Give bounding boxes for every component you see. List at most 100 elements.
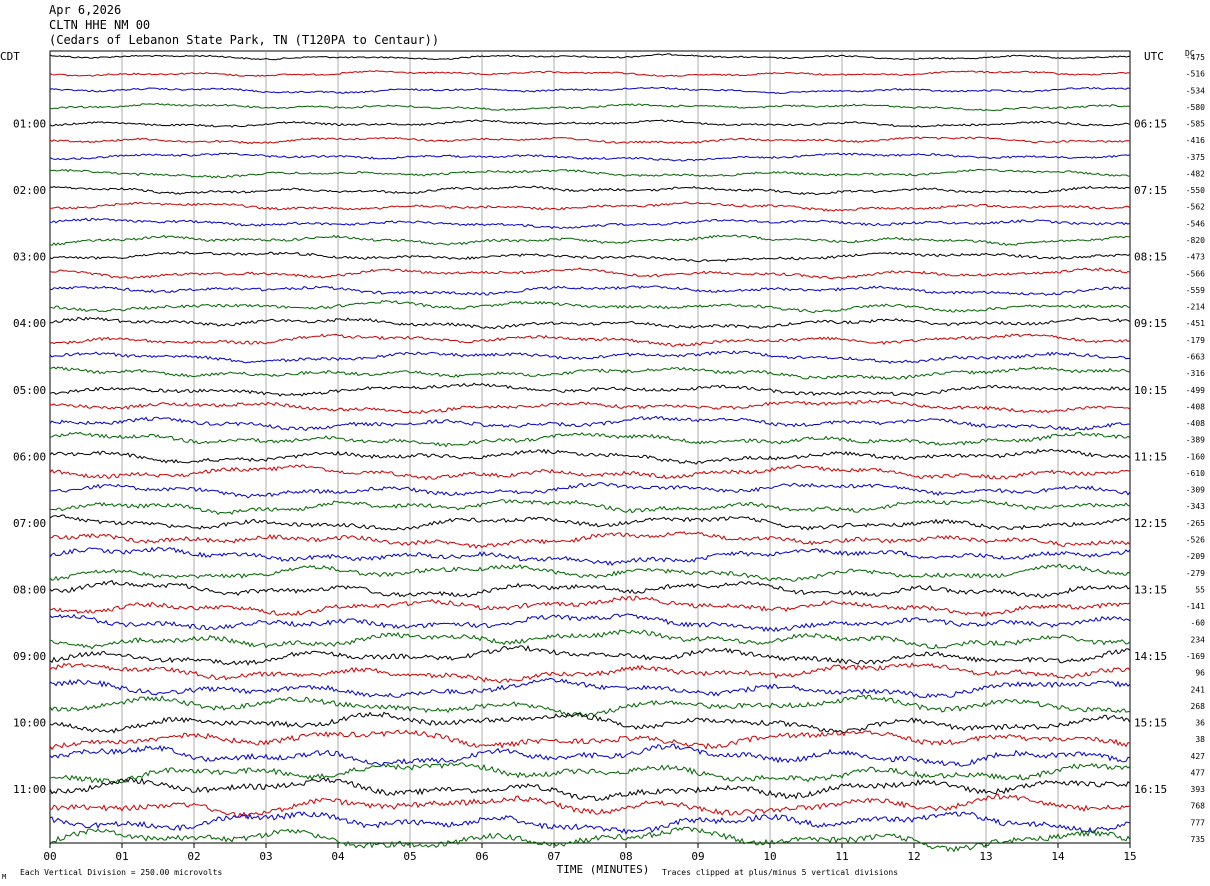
x-tick-label: 12 [907, 850, 920, 863]
dc-offset-label: -451 [1186, 319, 1205, 328]
x-tick-label: 05 [403, 850, 416, 863]
seismic-trace [49, 464, 1131, 481]
dc-offset-label: -141 [1186, 602, 1205, 611]
seismic-trace [49, 826, 1131, 853]
left-hour-label: 11:00 [13, 783, 46, 796]
dc-offset-label: 55 [1195, 585, 1205, 594]
seismic-trace [49, 579, 1131, 599]
x-tick-label: 15 [1123, 850, 1136, 863]
dc-offset-label: -566 [1186, 269, 1205, 278]
dc-offset-label: 38 [1195, 735, 1205, 744]
seismic-trace [49, 743, 1131, 767]
x-tick-label: 09 [691, 850, 704, 863]
dc-offset-label: -585 [1186, 120, 1205, 129]
x-tick-label: 14 [1051, 850, 1065, 863]
seismic-trace [49, 499, 1131, 516]
dc-offset-label: -408 [1186, 419, 1205, 428]
right-hour-label: 07:15 [1134, 184, 1167, 197]
left-hour-label: 08:00 [13, 583, 46, 596]
right-hour-label: 11:15 [1134, 450, 1167, 463]
x-tick-label: 10 [763, 850, 776, 863]
corner-mark: M [2, 873, 6, 881]
right-hour-labels: 06:15 07:15 08:15 09:15 10:15 11:15 12:15 13:15… [1134, 118, 1167, 797]
seismic-trace [49, 662, 1131, 684]
dc-offset-label: -534 [1186, 86, 1205, 95]
seismic-trace [49, 514, 1131, 531]
dc-offset-label: 768 [1191, 802, 1206, 811]
left-hour-label: 09:00 [13, 650, 46, 663]
right-hour-label: 12:15 [1134, 517, 1167, 530]
seismic-trace [49, 366, 1131, 380]
right-hour-label: 13:15 [1134, 583, 1167, 596]
seismic-trace [49, 415, 1131, 431]
seismic-trace [49, 644, 1131, 666]
dc-offset-label: -408 [1186, 402, 1205, 411]
seismic-trace [49, 382, 1131, 397]
dc-header-label: DC [1185, 49, 1195, 58]
seismic-trace [49, 431, 1131, 448]
dc-offset-label: -820 [1186, 236, 1205, 245]
seismic-trace [49, 299, 1131, 314]
dc-offset-label: -663 [1186, 352, 1205, 361]
seismic-trace [49, 53, 1131, 61]
dc-offset-label: 477 [1191, 768, 1206, 777]
dc-offset-label: -473 [1186, 253, 1205, 262]
dc-offset-label: 427 [1191, 752, 1206, 761]
right-hour-label: 08:15 [1134, 251, 1167, 264]
dc-offset-label: -416 [1186, 136, 1205, 145]
dc-offset-label: -550 [1186, 186, 1205, 195]
seismic-trace [49, 333, 1131, 347]
seismic-trace [49, 201, 1131, 212]
dc-offset-label: -580 [1186, 103, 1205, 112]
dc-offset-label: -516 [1186, 70, 1205, 79]
left-hour-label: 01:00 [13, 118, 46, 131]
x-axis-ticks: 00 01 02 03 04 05 06 07 08 09 10 11 12 13 14 15 [43, 843, 1137, 863]
right-hour-label: 09:15 [1134, 317, 1167, 330]
dc-offset-label: -169 [1186, 652, 1205, 661]
dc-offset-label: -499 [1186, 386, 1205, 395]
seismic-trace [49, 629, 1131, 650]
dc-offset-label: -179 [1186, 336, 1205, 345]
dc-offset-label: -60 [1191, 619, 1206, 628]
left-hour-label: 04:00 [13, 317, 46, 330]
x-tick-label: 04 [331, 850, 345, 863]
seismic-trace [49, 711, 1131, 734]
dc-offset-label: -209 [1186, 552, 1205, 561]
right-hour-label: 16:15 [1134, 783, 1167, 796]
seismic-trace [49, 251, 1131, 263]
dc-offset-label: -475 [1186, 53, 1205, 62]
seismic-trace [49, 762, 1131, 785]
dc-offset-label: 268 [1191, 702, 1206, 711]
seismic-trace [49, 595, 1131, 618]
dc-offset-label: -279 [1186, 569, 1205, 578]
dc-offset-label: -562 [1186, 203, 1205, 212]
seismic-trace [49, 136, 1131, 145]
left-hour-label: 05:00 [13, 384, 46, 397]
dc-offset-label: -214 [1186, 303, 1205, 312]
right-hour-label: 15:15 [1134, 717, 1167, 730]
seismic-trace [49, 285, 1131, 297]
seismic-trace [49, 448, 1131, 465]
left-timezone-label: CDT [0, 50, 20, 63]
dc-offset-label: -316 [1186, 369, 1205, 378]
dc-offset-label: -389 [1186, 436, 1205, 445]
dc-offset-label: 393 [1191, 785, 1206, 794]
seismic-trace [49, 86, 1131, 95]
x-axis-title: TIME (MINUTES) [557, 863, 650, 876]
dc-offset-label: 234 [1191, 635, 1206, 644]
vertical-scale-note: Each Vertical Division = 250.00 microvol… [20, 868, 222, 877]
dc-offset-label: 36 [1195, 719, 1205, 728]
plot-date: Apr 6,2026 [49, 3, 122, 17]
seismic-trace [49, 267, 1131, 280]
left-hour-label: 10:00 [13, 717, 46, 730]
x-tick-label: 03 [259, 850, 272, 863]
seismic-trace [49, 234, 1131, 247]
seismic-trace [49, 152, 1131, 162]
seismic-trace [49, 185, 1131, 196]
plot-frame [49, 50, 1131, 844]
seismic-trace [49, 677, 1131, 699]
dc-offset-label: -526 [1186, 536, 1205, 545]
dc-offset-label: -559 [1186, 286, 1205, 295]
dc-offset-label: -610 [1186, 469, 1205, 478]
